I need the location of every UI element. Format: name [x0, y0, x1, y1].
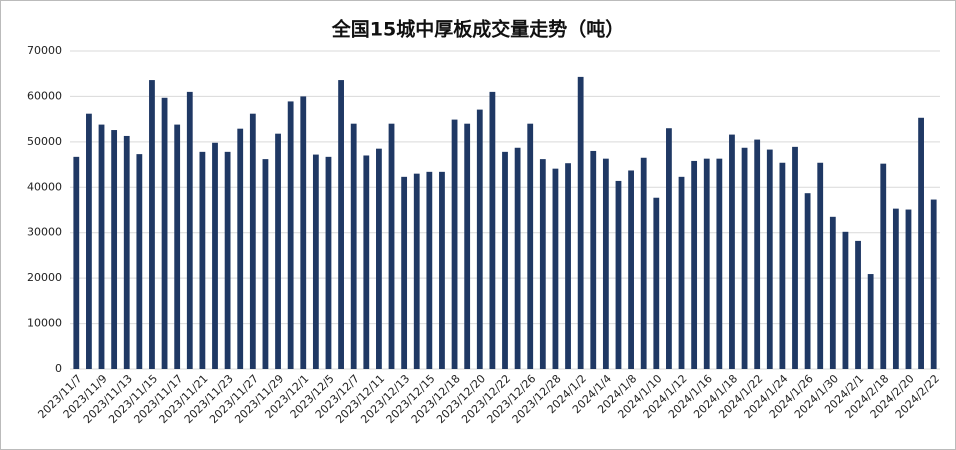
bar [136, 154, 143, 369]
bar [249, 113, 256, 369]
bar [262, 159, 269, 369]
bar [527, 123, 534, 369]
bar [439, 171, 445, 369]
bar [237, 128, 244, 369]
bar [86, 113, 92, 369]
bar [590, 150, 597, 369]
bar [691, 160, 698, 369]
bar [174, 124, 181, 369]
bar [716, 158, 723, 369]
bar [149, 80, 155, 370]
bar [338, 80, 344, 370]
bar [867, 274, 874, 369]
y-tick-label: 30000 [27, 226, 62, 239]
bar [502, 151, 508, 369]
bar [426, 171, 433, 369]
bar [829, 216, 836, 369]
bar [451, 119, 458, 370]
bar [111, 130, 118, 369]
y-tick-label: 70000 [27, 44, 62, 57]
bar [199, 151, 206, 369]
bar [666, 128, 672, 369]
bar [804, 193, 811, 369]
y-tick-label: 50000 [27, 135, 62, 148]
bar [413, 173, 420, 369]
bar [678, 176, 685, 369]
bar [779, 162, 786, 369]
bar [325, 156, 332, 369]
bar [350, 123, 357, 369]
bar [577, 76, 584, 369]
bar [892, 208, 899, 369]
bar [653, 197, 660, 369]
bar [754, 139, 761, 369]
bar [300, 96, 307, 369]
y-tick-label: 40000 [27, 180, 62, 193]
bar [918, 117, 924, 369]
bar [766, 149, 773, 369]
bar [842, 231, 849, 369]
bar [741, 147, 748, 369]
bar [363, 155, 370, 369]
bar [275, 133, 281, 369]
bar [401, 176, 408, 369]
bar [312, 154, 319, 369]
y-tick-label: 60000 [27, 89, 62, 102]
bar [489, 91, 496, 369]
bar [817, 162, 824, 369]
bar [703, 158, 710, 369]
bar [212, 142, 218, 369]
bar [161, 97, 168, 369]
bar [376, 148, 382, 369]
bar [464, 123, 471, 369]
bar [98, 124, 105, 369]
y-tick-label: 10000 [27, 317, 62, 330]
y-tick-label: 0 [55, 362, 62, 375]
y-tick-label: 20000 [27, 271, 62, 284]
bar [514, 147, 521, 369]
bar [539, 159, 546, 369]
bar [186, 91, 193, 369]
bar [930, 199, 937, 369]
bar [73, 156, 80, 369]
bar [224, 151, 231, 369]
bar [729, 134, 735, 369]
bar [855, 240, 861, 369]
bar [792, 146, 798, 369]
bar [615, 180, 622, 369]
bar [388, 123, 395, 369]
bar [880, 163, 887, 369]
bar [905, 209, 912, 369]
chart-title: 全国15城中厚板成交量走势（吨） [331, 18, 624, 41]
bar [640, 157, 647, 369]
bar [476, 109, 483, 370]
bar [123, 135, 130, 369]
bar [287, 101, 294, 369]
bar [552, 168, 559, 369]
bar [565, 163, 571, 369]
bar [602, 158, 609, 369]
bar [628, 170, 634, 369]
